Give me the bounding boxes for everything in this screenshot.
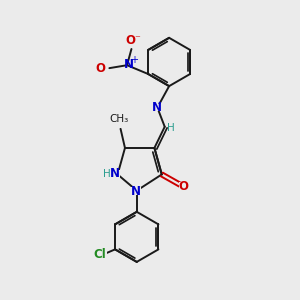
Bar bbox=[110, 170, 120, 178]
Text: H: H bbox=[167, 123, 175, 133]
Text: N: N bbox=[110, 167, 120, 180]
Bar bbox=[179, 182, 188, 190]
Text: O: O bbox=[96, 62, 106, 75]
Bar bbox=[131, 188, 141, 195]
Text: Cl: Cl bbox=[93, 248, 106, 261]
Text: O: O bbox=[125, 34, 135, 46]
Bar bbox=[92, 251, 107, 259]
Text: H: H bbox=[103, 169, 111, 179]
Bar bbox=[152, 104, 162, 111]
Text: N: N bbox=[124, 58, 134, 71]
Text: O: O bbox=[178, 180, 189, 193]
Text: N: N bbox=[152, 101, 162, 114]
Text: N: N bbox=[131, 185, 141, 198]
Bar bbox=[109, 121, 129, 128]
Text: CH₃: CH₃ bbox=[110, 114, 129, 124]
Text: ⁻: ⁻ bbox=[134, 34, 140, 45]
Text: +: + bbox=[130, 55, 138, 65]
